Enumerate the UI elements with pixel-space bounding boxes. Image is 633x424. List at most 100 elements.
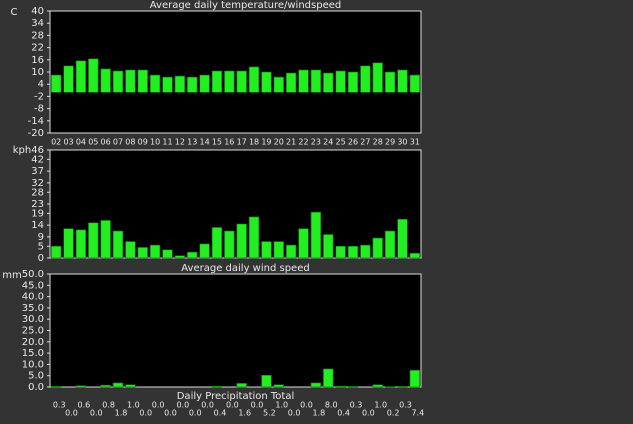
bar: [384, 71, 396, 93]
bar: [125, 384, 136, 388]
y-tick-label: 28: [31, 187, 44, 198]
x-tick-label: 13: [187, 138, 197, 147]
value-label: 0.0: [65, 409, 78, 418]
value-label: 0.0: [189, 409, 202, 418]
x-tick-label: 10: [150, 138, 160, 147]
bar: [286, 244, 297, 259]
value-label: 0.0: [152, 401, 165, 410]
bar: [75, 385, 87, 388]
bar: [211, 385, 223, 388]
y-tick-label: 19: [31, 208, 44, 219]
value-label: 7.4: [411, 409, 424, 418]
value-label: 0.0: [362, 409, 375, 418]
bar: [397, 69, 408, 93]
bar: [199, 74, 210, 93]
bar: [261, 71, 272, 93]
bar: [75, 229, 87, 259]
x-tick-label: 04: [76, 138, 86, 147]
value-label: 1.8: [115, 409, 128, 418]
bar: [211, 227, 223, 259]
bar: [236, 70, 247, 93]
bar: [236, 223, 247, 259]
bar: [347, 245, 359, 259]
y-tick-label: 40.0: [22, 292, 44, 303]
bar: [310, 382, 322, 388]
value-label: 0.3: [399, 401, 412, 410]
bar: [273, 384, 284, 388]
value-label: 0.3: [53, 401, 66, 410]
y-tick-label: 30.0: [22, 314, 44, 325]
x-tick-label: 29: [385, 138, 395, 147]
bar: [409, 253, 420, 259]
y-tick-label: 46: [31, 145, 44, 156]
bar: [199, 243, 210, 259]
bar: [100, 68, 111, 93]
value-label: 0.4: [337, 409, 350, 418]
x-tick-label: 20: [274, 138, 284, 147]
bar: [261, 241, 272, 259]
y-tick-label: 16: [31, 55, 44, 66]
x-tick-label: 11: [162, 138, 172, 147]
bar: [162, 249, 173, 259]
value-label: 0.0: [90, 409, 103, 418]
bar: [360, 65, 371, 93]
bar: [224, 70, 235, 93]
bar: [51, 386, 62, 388]
x-tick-label: 26: [348, 138, 358, 147]
bar: [88, 222, 99, 259]
y-tick-label: 35.0: [22, 303, 44, 314]
bar: [100, 220, 111, 259]
y-tick-label: 25.0: [22, 326, 44, 337]
x-tick-label: 28: [373, 138, 383, 147]
bar: [100, 384, 111, 388]
bar: [112, 70, 124, 93]
y-tick-label: 42: [31, 154, 44, 165]
value-label: 1.8: [313, 409, 326, 418]
bar: [162, 76, 173, 93]
bar: [125, 69, 136, 93]
bar: [310, 211, 322, 259]
y-tick-label: 34: [31, 18, 44, 29]
bar: [372, 237, 383, 259]
y-tick-label: 23: [31, 199, 44, 210]
bar: [323, 368, 334, 388]
bar: [125, 241, 136, 259]
value-label: 0.0: [251, 401, 264, 410]
bar: [187, 76, 198, 93]
value-label: 1.0: [275, 401, 288, 410]
x-tick-label: 02: [51, 138, 61, 147]
y-tick-label: 32: [31, 178, 44, 189]
bar: [63, 65, 74, 93]
y-tick-label: 9: [38, 232, 44, 243]
y-tick-label: 4: [38, 79, 44, 90]
bar: [63, 228, 74, 259]
x-tick-label: 24: [323, 138, 333, 147]
y-tick-label: 15.0: [22, 348, 44, 359]
x-tick-label: 19: [261, 138, 271, 147]
plot-area: [49, 149, 422, 259]
bar: [286, 72, 297, 93]
bar: [409, 369, 420, 388]
x-tick-label: 27: [360, 138, 370, 147]
y-tick-label: 5.0: [28, 371, 44, 382]
y-tick-label: 45.0: [22, 280, 44, 291]
y-tick-label: -20: [28, 128, 44, 139]
y-tick-label: 40: [31, 6, 44, 17]
value-label: 0.4: [214, 409, 227, 418]
value-label: 0.6: [78, 401, 91, 410]
bar: [273, 241, 284, 259]
x-tick-label: 15: [212, 138, 222, 147]
x-tick-label: 03: [63, 138, 73, 147]
bar: [211, 70, 223, 93]
x-tick-label: 08: [125, 138, 135, 147]
x-tick-label: 06: [101, 138, 111, 147]
plot-area: [49, 10, 422, 134]
bar: [224, 230, 235, 259]
x-tick-label: 07: [113, 138, 123, 147]
y-tick-label: 5: [38, 241, 44, 252]
y-axis-label: mm: [2, 270, 21, 281]
bar: [248, 66, 260, 93]
value-label: 5.2: [263, 409, 276, 418]
